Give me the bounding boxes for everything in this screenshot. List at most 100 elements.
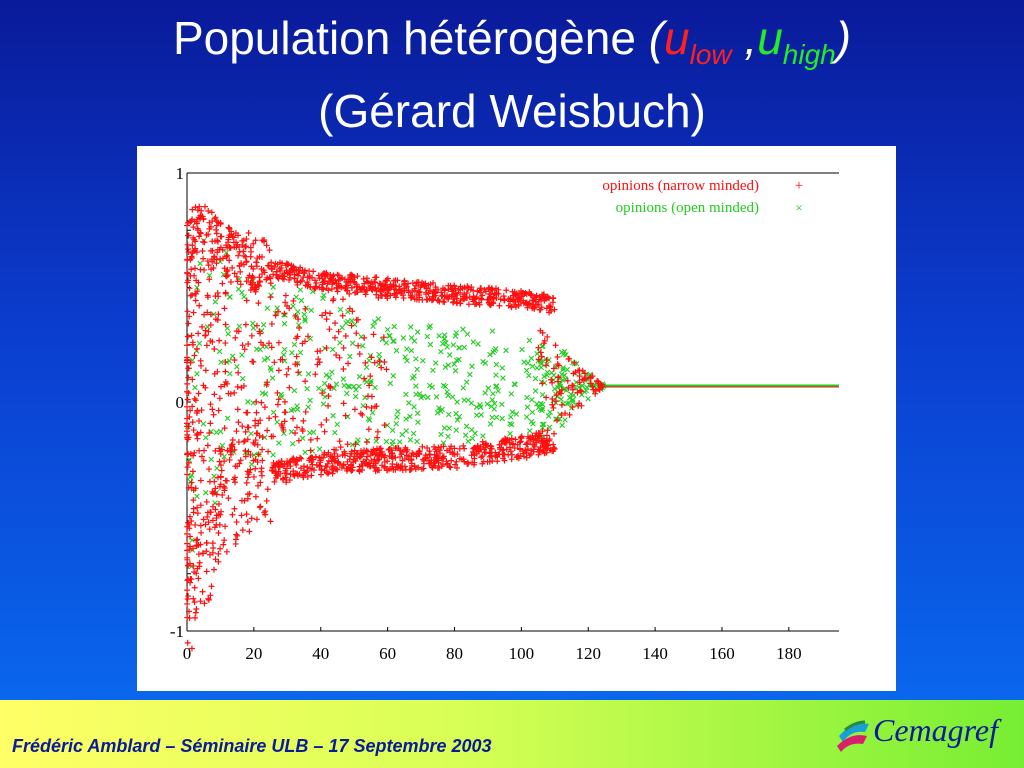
narrow-minded-point	[184, 403, 191, 410]
narrow-minded-point	[188, 645, 195, 652]
narrow-minded-point	[286, 459, 293, 466]
open-minded-point	[383, 438, 390, 445]
narrow-minded-point	[358, 285, 365, 292]
open-minded-point	[212, 299, 219, 305]
narrow-minded-point	[224, 266, 231, 273]
narrow-minded-point	[373, 403, 380, 410]
narrow-minded-point	[190, 452, 197, 459]
narrow-minded-point	[189, 419, 196, 426]
narrow-minded-point	[191, 599, 198, 606]
narrow-minded-point	[201, 600, 208, 607]
narrow-minded-point	[381, 358, 388, 365]
open-minded-point	[416, 391, 423, 397]
narrow-minded-point	[294, 333, 301, 340]
narrow-minded-point	[237, 268, 244, 275]
narrow-minded-point	[541, 449, 548, 456]
narrow-minded-point	[280, 426, 287, 433]
narrow-minded-point	[273, 271, 280, 278]
open-minded-point	[248, 430, 254, 437]
narrow-minded-point	[348, 284, 355, 291]
narrow-minded-point	[269, 265, 276, 272]
narrow-minded-point	[282, 467, 289, 474]
narrow-minded-point	[267, 518, 274, 525]
narrow-minded-point	[349, 308, 356, 315]
narrow-minded-point	[195, 227, 202, 234]
narrow-minded-point	[242, 447, 249, 454]
y-tick-labels: 1 0 -1	[170, 164, 184, 641]
narrow-minded-point	[193, 432, 200, 439]
open-minded-point	[480, 433, 486, 439]
narrow-minded-point	[232, 540, 239, 547]
open-minded-point	[545, 413, 552, 419]
narrow-minded-point	[231, 356, 238, 363]
narrow-minded-point	[321, 428, 328, 435]
narrow-minded-point	[300, 472, 307, 479]
narrow-minded-point	[206, 430, 213, 437]
narrow-minded-point	[254, 441, 261, 448]
narrow-minded-point	[265, 448, 272, 455]
narrow-minded-point	[439, 461, 446, 468]
open-minded-point	[332, 429, 338, 436]
narrow-minded-point	[501, 451, 508, 458]
open-minded-point	[369, 409, 376, 416]
narrow-minded-point	[188, 517, 195, 524]
open-minded-point	[539, 421, 546, 428]
narrow-minded-point	[447, 464, 454, 471]
open-minded-point	[407, 324, 414, 330]
open-minded-point	[403, 428, 410, 434]
narrow-minded-point	[570, 370, 577, 377]
narrow-minded-point	[217, 255, 224, 262]
open-minded-point	[261, 357, 268, 363]
narrow-minded-point	[508, 456, 515, 463]
narrow-minded-point	[215, 550, 222, 557]
narrow-minded-point	[200, 216, 207, 223]
narrow-minded-point	[537, 327, 544, 334]
open-minded-point	[389, 441, 396, 448]
narrow-minded-point	[544, 333, 551, 340]
narrow-minded-point	[517, 293, 524, 300]
narrow-minded-point	[241, 346, 248, 353]
narrow-minded-point	[283, 371, 290, 378]
narrow-minded-point	[209, 517, 216, 524]
narrow-minded-point	[253, 516, 260, 523]
narrow-minded-point	[558, 401, 565, 408]
open-minded-point	[329, 369, 335, 375]
open-minded-point	[289, 440, 296, 447]
narrow-minded-point	[252, 465, 259, 472]
narrow-minded-point	[307, 283, 314, 290]
narrow-minded-point	[339, 296, 346, 303]
narrow-minded-point	[440, 453, 447, 460]
open-minded-point	[414, 366, 420, 373]
open-minded-point	[216, 348, 223, 355]
narrow-minded-point	[195, 330, 202, 337]
narrow-minded-point	[440, 443, 447, 450]
narrow-minded-point	[245, 471, 252, 478]
narrow-minded-point	[411, 296, 418, 303]
narrow-minded-point	[185, 320, 192, 327]
open-minded-point	[394, 414, 400, 420]
open-minded-point	[561, 348, 568, 355]
narrow-minded-point	[222, 523, 229, 530]
narrow-minded-point	[264, 427, 271, 434]
narrow-minded-point	[244, 491, 251, 498]
open-minded-point	[250, 400, 256, 406]
narrow-minded-point	[261, 509, 268, 516]
narrow-minded-point	[279, 476, 286, 483]
open-minded-point	[444, 389, 450, 395]
narrow-minded-point	[439, 285, 446, 292]
narrow-minded-point	[544, 427, 551, 434]
open-minded-point	[424, 333, 431, 340]
narrow-minded-point	[425, 290, 432, 297]
narrow-minded-point	[243, 243, 250, 250]
narrow-minded-point	[424, 445, 431, 452]
narrow-minded-point	[217, 219, 224, 226]
narrow-minded-point	[383, 284, 390, 291]
narrow-minded-point	[501, 296, 508, 303]
narrow-minded-point	[295, 267, 302, 274]
narrow-minded-point	[219, 492, 226, 499]
narrow-minded-point	[272, 312, 279, 319]
narrow-minded-point	[184, 600, 191, 607]
open-minded-point	[566, 400, 572, 406]
x-tick-label: 160	[709, 644, 735, 663]
narrow-minded-point	[185, 390, 192, 397]
